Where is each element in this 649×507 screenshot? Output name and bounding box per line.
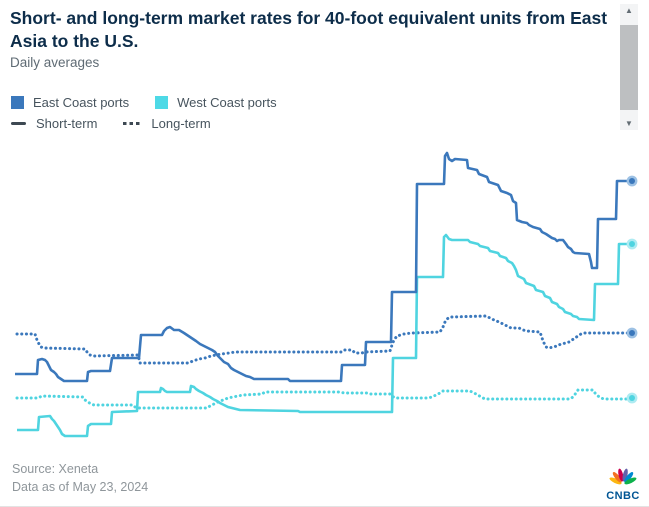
west-coast-short-term-line[interactable] — [17, 233, 632, 438]
east-coast-long-term-end-marker[interactable] — [629, 330, 635, 336]
scrollbar[interactable]: ▲ ▼ — [620, 4, 638, 130]
page-title: Short- and long-term market rates for 40… — [10, 8, 608, 52]
solid-line-icon — [11, 122, 26, 125]
west-coast-long-term-end-marker[interactable] — [629, 395, 635, 401]
west-coast-short-term-end-marker[interactable] — [629, 241, 635, 247]
east-coast-label: East Coast ports — [33, 95, 130, 110]
chart-subtitle: Daily averages — [10, 55, 100, 70]
east-coast-long-term-line[interactable] — [15, 314, 634, 365]
legend-item-west-coast: West Coast ports — [155, 95, 277, 110]
legend-item-east-coast: East Coast ports — [11, 95, 129, 110]
west-coast-swatch-icon — [155, 96, 169, 109]
source-label: Source: Xeneta — [12, 462, 99, 476]
east-coast-short-term-line[interactable] — [15, 151, 632, 383]
east-coast-swatch-icon — [11, 96, 24, 109]
long-term-label: Long-term — [151, 116, 211, 131]
dashed-line-icon — [123, 122, 142, 125]
legend-item-long-term: Long-term — [123, 116, 211, 131]
short-term-label: Short-term — [36, 116, 98, 131]
west-coast-long-term-line[interactable] — [15, 388, 634, 410]
legend-item-short-term: Short-term — [11, 116, 97, 131]
cnbc-logo: CNBC — [605, 468, 641, 502]
data-as-of-label: Data as of May 23, 2024 — [12, 480, 149, 494]
peacock-icon — [609, 468, 637, 485]
legend: East Coast ports West Coast ports Short-… — [11, 92, 303, 134]
legend-ports-row: East Coast ports West Coast ports — [11, 92, 303, 113]
legend-terms-row: Short-term Long-term — [11, 113, 303, 134]
cnbc-wordmark: CNBC — [606, 490, 640, 502]
west-coast-label: West Coast ports — [177, 95, 277, 110]
scroll-up-icon[interactable]: ▲ — [625, 6, 633, 15]
scroll-down-icon[interactable]: ▼ — [625, 119, 633, 128]
scrollbar-thumb[interactable] — [620, 25, 638, 110]
east-coast-short-term-end-marker[interactable] — [629, 178, 635, 184]
